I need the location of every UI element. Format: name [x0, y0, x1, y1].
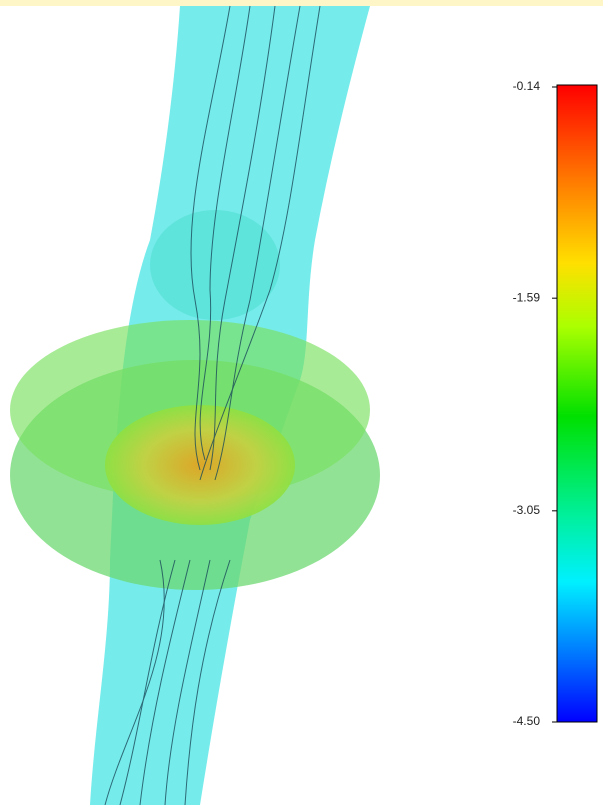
colorbar: [557, 85, 597, 722]
tick-label: -1.59: [513, 290, 541, 304]
tick-label: -3.05: [513, 503, 541, 517]
tick-label: -4.50: [513, 714, 541, 728]
colorbar-ticks: -0.14 -1.59 -3.05 -4.50: [513, 79, 557, 728]
top-band: [0, 0, 603, 6]
visualization: -0.14 -1.59 -3.05 -4.50: [0, 0, 603, 805]
vessel-render: [10, 6, 380, 805]
tick-label: -0.14: [513, 79, 541, 93]
